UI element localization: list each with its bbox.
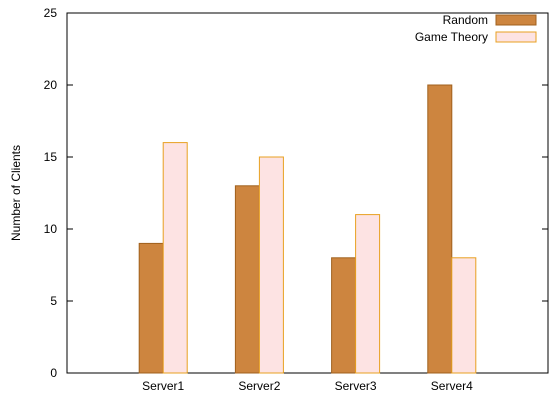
bar-random [234,185,260,374]
y-tick-label: 25 [44,6,58,20]
y-tick-label: 5 [50,294,57,308]
bars [138,84,477,374]
bar-random [138,242,164,374]
y-tick-label: 0 [50,366,57,380]
y-tick-label: 15 [44,150,58,164]
legend-label: Game Theory [415,30,488,44]
bar-game-theory [451,257,477,374]
legend: Random Game Theory [415,13,537,44]
x-axis: Server1 Server2 Server3 Server4 [142,367,473,393]
y-axis-title: Number of Clients [9,145,23,241]
plot-border [66,12,549,374]
y-tick-label: 10 [44,222,58,236]
legend-swatch [495,14,537,26]
legend-label: Random [443,13,488,27]
x-tick-label: Server2 [238,379,280,393]
y-axis: 0 5 10 15 20 25 [44,6,548,380]
bar-game-theory [258,156,284,374]
bar-game-theory [355,214,381,374]
bar-random [427,84,453,374]
x-tick-label: Server3 [335,379,377,393]
bar-game-theory [162,142,188,374]
legend-swatch [495,31,537,43]
plot-frame [66,12,549,374]
x-tick-label: Server1 [142,379,184,393]
y-tick-label: 20 [44,78,58,92]
x-tick-label: Server4 [431,379,473,393]
bar-random [331,257,357,374]
